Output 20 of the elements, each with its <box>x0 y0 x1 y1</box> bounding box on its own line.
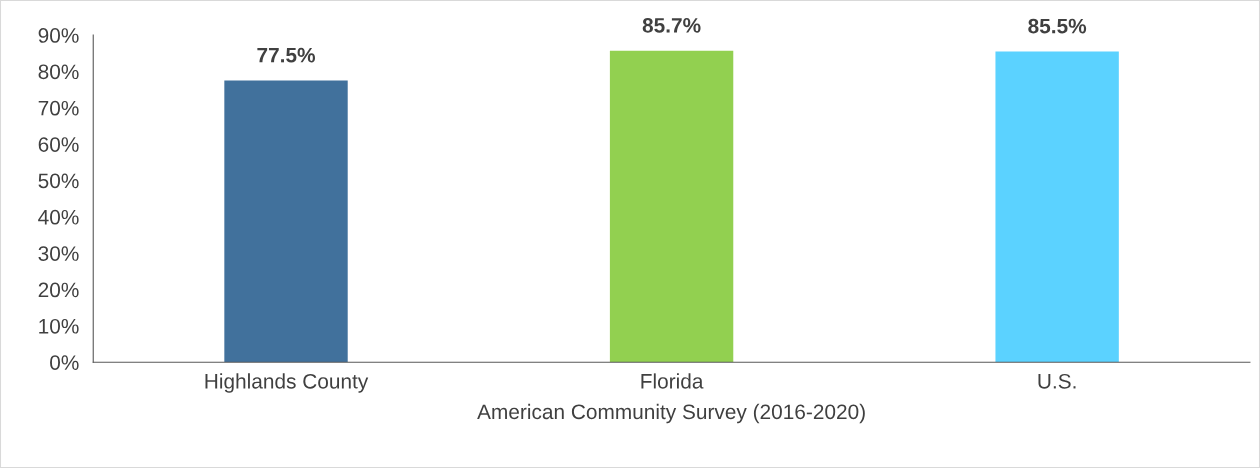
data-label: 77.5% <box>257 47 316 63</box>
bar <box>224 80 348 363</box>
y-tick-label: 30% <box>38 246 79 261</box>
y-tick-label: 40% <box>38 209 79 225</box>
y-tick-label: 80% <box>38 64 79 80</box>
bar <box>995 51 1119 363</box>
data-label: 85.5% <box>1028 18 1087 34</box>
y-tick-label: 0% <box>50 355 79 370</box>
y-tick-label: 50% <box>38 173 79 189</box>
data-label: 85.7% <box>642 17 701 33</box>
x-tick-label: U.S. <box>1038 373 1076 389</box>
x-tick-label: Highlands County <box>205 373 369 393</box>
x-axis-title: American Community Survey (2016-2020) <box>477 403 865 424</box>
y-tick-label: 10% <box>39 318 79 334</box>
y-tick-label: 70% <box>38 100 79 116</box>
y-tick-label: 90% <box>38 28 79 43</box>
y-tick-label: 20% <box>38 282 79 298</box>
x-tick-label: Florida <box>641 373 704 389</box>
y-tick-label: 60% <box>38 137 79 152</box>
bar <box>609 50 734 363</box>
